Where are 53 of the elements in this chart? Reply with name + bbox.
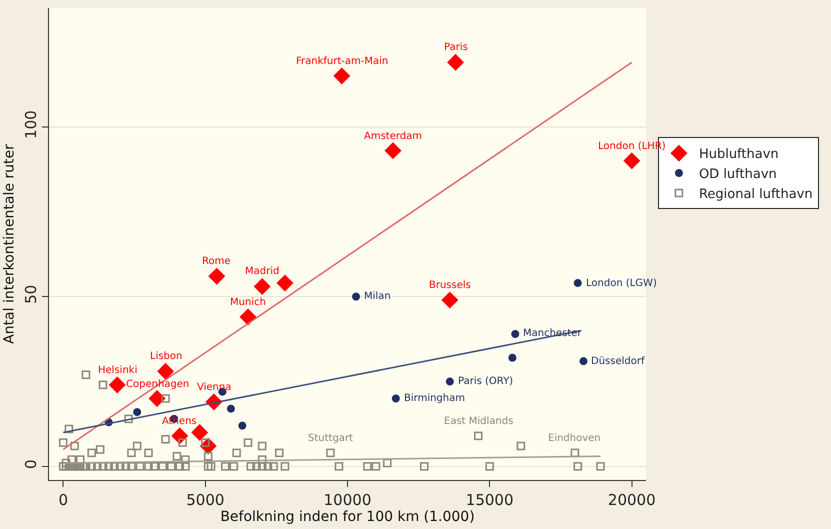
- point: [623, 152, 640, 170]
- point: [511, 330, 520, 338]
- x-tick-label: 20000: [608, 491, 656, 509]
- point: [574, 279, 582, 288]
- point: [238, 422, 246, 430]
- legend-label: OD lufthavn: [698, 167, 777, 182]
- point: [384, 142, 402, 160]
- point: [392, 394, 400, 402]
- annotation: Munich: [230, 297, 266, 308]
- annotation: Frankfurt-am-Main: [296, 56, 388, 67]
- annotation: Amsterdam: [364, 131, 422, 142]
- point: [191, 424, 208, 441]
- x-tick-label: 10000: [324, 491, 372, 509]
- point: [333, 67, 350, 84]
- point: [226, 404, 235, 413]
- point: [447, 54, 464, 71]
- annotation: Lisbon: [150, 351, 182, 362]
- annotation: Rome: [202, 256, 231, 267]
- x-axis-title: Befolkning inden for 100 km (1.000): [220, 509, 475, 525]
- point: [446, 378, 454, 386]
- legend-label: Regional lufthavn: [698, 187, 813, 202]
- annotation: Birmingham: [404, 393, 465, 404]
- point: [157, 362, 174, 380]
- annotation: Stuttgart: [308, 433, 354, 444]
- legend-label: Hublufthavn: [698, 147, 779, 162]
- annotation: Paris (ORY): [458, 376, 514, 387]
- point: [254, 278, 271, 295]
- x-tick-label: 5000: [186, 491, 224, 509]
- x-tick-label: 0: [58, 491, 68, 509]
- y-tick-label: 0: [22, 459, 40, 469]
- annotation: Milan: [364, 291, 391, 302]
- annotation: Düsseldorf: [591, 356, 645, 367]
- y-tick-label: 50: [22, 284, 40, 304]
- x-tick-label: 15000: [466, 491, 514, 509]
- annotation: Athens: [162, 416, 197, 427]
- point: [579, 357, 588, 366]
- annotation: Madrid: [245, 266, 280, 277]
- point: [352, 292, 360, 301]
- point: [208, 268, 226, 285]
- point: [133, 408, 142, 416]
- y-axis-title: Antal interkontinentale ruter: [2, 144, 18, 344]
- annotation: Eindhoven: [548, 433, 601, 444]
- point: [276, 274, 294, 292]
- annotation: Vienna: [197, 382, 232, 393]
- point: [508, 354, 516, 362]
- annotation: East Midlands: [444, 416, 514, 427]
- point: [108, 376, 126, 394]
- annotation: Brussels: [429, 280, 471, 291]
- annotation: Paris: [444, 42, 468, 53]
- point: [441, 292, 458, 308]
- annotation: London (LGW): [586, 278, 657, 289]
- annotation: Helsinki: [98, 365, 138, 376]
- y-tick-label: 100: [22, 110, 40, 139]
